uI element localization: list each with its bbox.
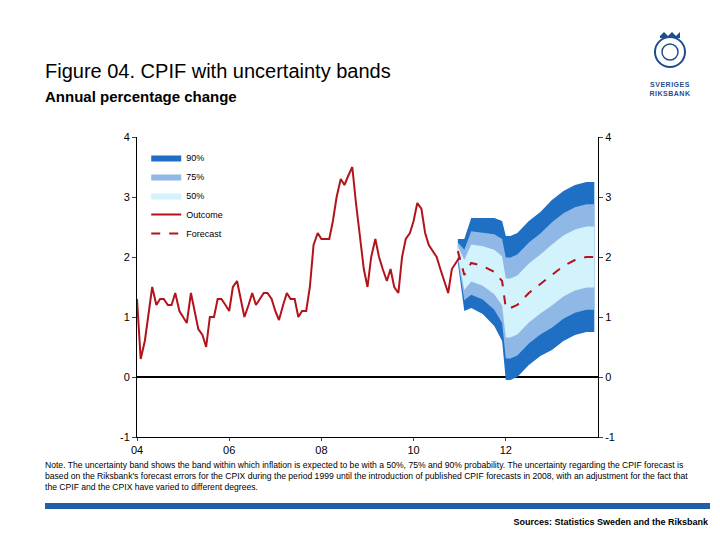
svg-text:Forecast: Forecast — [186, 229, 222, 239]
svg-text:Outcome: Outcome — [186, 210, 223, 220]
svg-text:1: 1 — [605, 311, 611, 323]
svg-text:-1: -1 — [605, 431, 615, 443]
html-text:Annual percentage change: Annual percentage change — [45, 88, 237, 105]
svg-text:75%: 75% — [186, 172, 204, 182]
svg-text:4: 4 — [124, 131, 130, 143]
svg-text:06: 06 — [223, 444, 235, 456]
html-text:SVERIGES RIKSBANK: SVERIGES RIKSBANK — [649, 81, 691, 97]
svg-text:2: 2 — [124, 251, 130, 263]
svg-text:90%: 90% — [186, 153, 204, 163]
svg-text:2: 2 — [605, 251, 611, 263]
svg-text:3: 3 — [124, 191, 130, 203]
svg-text:08: 08 — [315, 444, 327, 456]
svg-text:0: 0 — [124, 371, 130, 383]
html-text:Note. The uncertainty band sho: Note. The uncertainty band shows the ban… — [45, 460, 688, 492]
html-text:Figure 04. CPIF with uncertain: Figure 04. CPIF with uncertainty bands — [45, 60, 391, 82]
svg-text:1: 1 — [124, 311, 130, 323]
svg-text:-1: -1 — [120, 431, 130, 443]
svg-text:12: 12 — [500, 444, 512, 456]
html-text:Sources: Statistics Sweden and: Sources: Statistics Sweden and the Riksb… — [513, 517, 708, 527]
svg-text:50%: 50% — [186, 191, 204, 201]
svg-text:4: 4 — [605, 131, 611, 143]
svg-text:10: 10 — [407, 444, 419, 456]
svg-text:0: 0 — [605, 371, 611, 383]
svg-text:04: 04 — [131, 444, 143, 456]
svg-text:3: 3 — [605, 191, 611, 203]
